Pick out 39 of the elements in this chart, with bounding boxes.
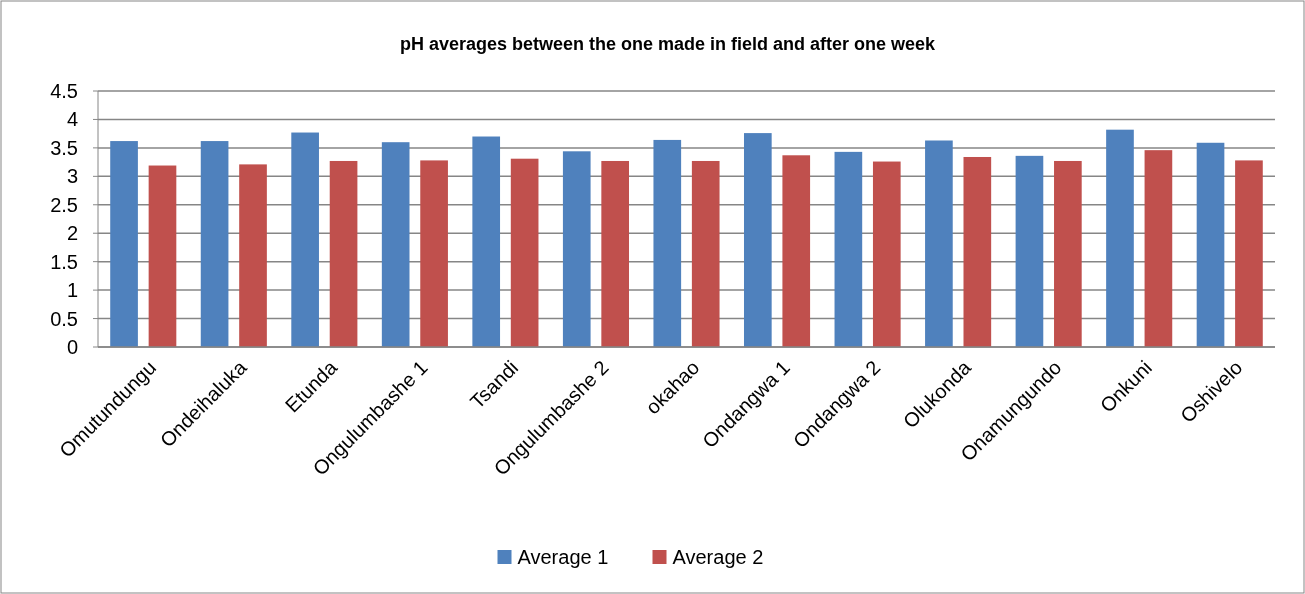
y-tick-label: 4.5	[50, 80, 78, 102]
legend-label: Average 1	[517, 546, 609, 568]
y-tick-label: 3	[66, 165, 78, 188]
bar	[510, 158, 539, 347]
bar	[1144, 150, 1173, 347]
bar	[239, 164, 267, 347]
bar	[200, 141, 229, 347]
bar	[148, 165, 177, 347]
bar	[329, 160, 358, 347]
y-tick-label: 1.5	[50, 250, 78, 273]
y-tick-label: 3.5	[50, 136, 78, 159]
bar	[963, 156, 992, 347]
bar	[601, 160, 630, 347]
bar	[1235, 160, 1263, 347]
legend-label: Average 2	[672, 546, 764, 568]
bar	[834, 151, 863, 347]
chart-title: pH averages between the one made in field and after one week	[399, 34, 937, 54]
bar	[1054, 160, 1082, 347]
bar	[110, 141, 138, 347]
bar	[1106, 129, 1134, 347]
bar	[381, 142, 410, 347]
bar	[653, 139, 682, 347]
y-tick-label: 0	[66, 336, 78, 358]
bar	[925, 140, 953, 347]
y-tick-label: 2.5	[50, 193, 78, 216]
bar	[420, 160, 448, 347]
bar	[872, 161, 901, 347]
y-tick-label: 4	[66, 108, 78, 131]
bar	[691, 160, 720, 347]
bar	[562, 151, 591, 347]
y-tick-label: 1	[66, 279, 78, 302]
bar	[472, 136, 501, 347]
y-tick-label: 0.5	[50, 307, 78, 330]
y-tick-label: 2	[66, 222, 78, 245]
bar	[291, 132, 319, 347]
bar	[782, 155, 811, 347]
bar	[1015, 155, 1044, 347]
bar	[1196, 142, 1225, 347]
bar	[743, 133, 772, 347]
